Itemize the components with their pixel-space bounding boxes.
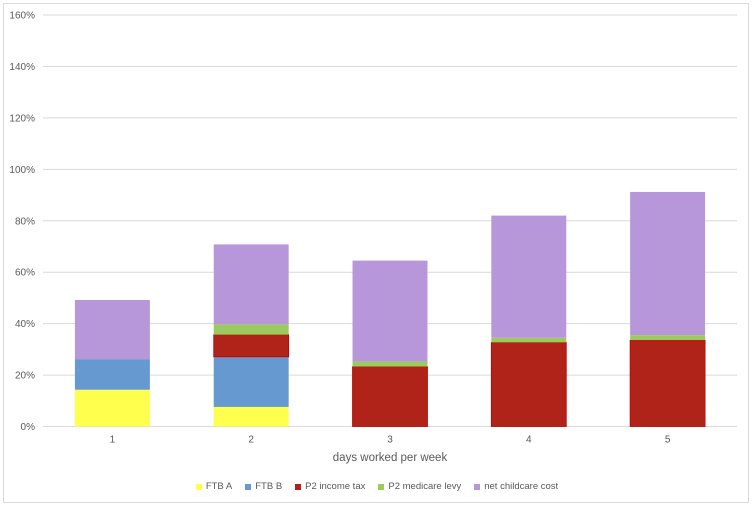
bar-segment-net-childcare-cost: [630, 191, 706, 336]
y-tick-label: 40%: [15, 319, 35, 330]
legend-swatch: [295, 483, 302, 490]
bar-segment-p2-medicare-levy: [352, 361, 428, 367]
y-tick-label: 160%: [9, 11, 35, 22]
bar-segment-p2-income-tax: [629, 339, 706, 427]
bar-segment-net-childcare-cost: [352, 260, 428, 362]
legend-swatch: [378, 483, 385, 490]
y-tick-label: 120%: [9, 113, 35, 124]
bar-segment-net-childcare-cost: [74, 299, 150, 360]
x-axis-ticks: 1 2 3 4 5: [110, 435, 671, 446]
bar-segment-ftb-b: [74, 359, 150, 390]
bar-segment-p2-medicare-levy: [213, 324, 289, 335]
legend-item: FTB B: [245, 481, 282, 492]
bar-segment-ftb-a: [74, 389, 150, 427]
legend-label: FTB A: [205, 481, 233, 492]
gridlines: [43, 14, 737, 427]
legend-item: P2 medicare levy: [378, 481, 461, 492]
x-tick-label: 5: [665, 435, 671, 446]
bar-stack-2: [213, 244, 290, 427]
bar-stack-5: [629, 191, 706, 427]
legend-item: FTB A: [195, 481, 233, 492]
x-tick-label: 3: [387, 435, 393, 446]
legend-swatch: [245, 483, 252, 490]
bar-stack-3: [352, 260, 428, 427]
y-tick-label: 80%: [15, 216, 35, 227]
y-tick-label: 140%: [9, 62, 35, 73]
bar-segment-ftb-a: [213, 406, 289, 427]
legend-swatch: [195, 483, 202, 490]
bar-segment-net-childcare-cost: [213, 244, 289, 325]
bar-segment-p2-income-tax: [213, 334, 290, 358]
legend-label: net childcare cost: [484, 481, 559, 492]
bar-stack-4: [490, 215, 567, 427]
legend-item: P2 income tax: [295, 481, 365, 492]
bar-segment-p2-medicare-levy: [491, 337, 567, 343]
legend: FTB A FTB B P2 income tax P2 medicare levy n…: [0, 481, 754, 492]
legend-label: P2 medicare levy: [388, 481, 462, 492]
x-axis-title: days worked per week: [333, 452, 448, 464]
bar-segment-p2-income-tax: [490, 341, 567, 427]
legend-item: net childcare cost: [474, 481, 558, 492]
bar-segment-p2-medicare-levy: [630, 335, 706, 341]
legend-label: FTB B: [255, 481, 283, 492]
y-tick-label: 20%: [15, 371, 35, 382]
y-tick-label: 0%: [21, 422, 36, 433]
legend-swatch: [474, 483, 481, 490]
y-tick-label: 100%: [9, 165, 35, 176]
bar-segment-net-childcare-cost: [491, 215, 567, 338]
legend-label: P2 income tax: [305, 481, 366, 492]
bar-segment-ftb-b: [213, 356, 289, 407]
x-tick-label: 2: [248, 435, 254, 446]
y-axis-ticks: 0% 20% 40% 60% 80% 100% 120% 140% 160%: [9, 11, 35, 434]
bar-stack-1: [74, 299, 150, 427]
bars: [74, 191, 706, 427]
x-tick-label: 1: [110, 435, 116, 446]
y-tick-label: 60%: [15, 268, 35, 279]
x-tick-label: 4: [526, 435, 532, 446]
bar-segment-p2-income-tax: [352, 366, 428, 427]
